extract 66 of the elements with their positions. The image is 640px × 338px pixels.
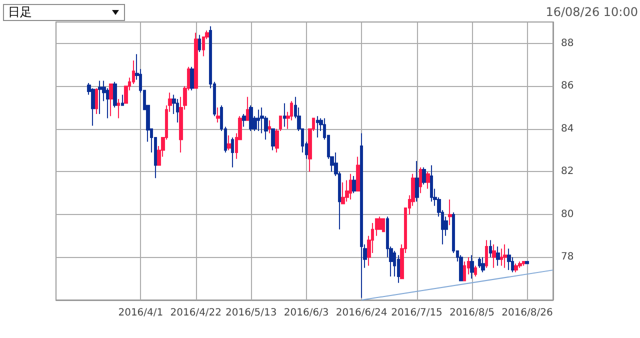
candlestick — [503, 244, 507, 268]
candlestick — [194, 32, 198, 89]
candlestick — [349, 173, 352, 200]
candlestick — [496, 246, 500, 266]
candlestick — [95, 88, 98, 114]
x-tick-label: 2016/8/5 — [450, 308, 494, 318]
x-tick-label: 2016/5/13 — [225, 308, 277, 318]
y-tick-label: 88 — [561, 38, 574, 49]
x-tick-label: 2016/6/3 — [284, 308, 329, 318]
candlestick — [514, 263, 518, 273]
candlestick — [459, 254, 463, 282]
candlestick — [227, 134, 231, 151]
candlestick — [231, 136, 234, 168]
candlestick — [113, 81, 117, 108]
candlestick — [430, 164, 433, 202]
candlestick — [489, 240, 492, 258]
candlestick — [198, 34, 201, 52]
candlestick — [117, 98, 120, 119]
candlestick — [341, 182, 345, 204]
y-tick-label: 78 — [561, 252, 574, 263]
candlestick — [257, 109, 260, 132]
candlestick — [485, 240, 488, 268]
candlestick — [356, 156, 360, 192]
x-tick-label: 2016/8/26 — [502, 308, 553, 318]
candlestick — [507, 248, 511, 271]
text: 16/08/26 10:00 — [546, 5, 638, 19]
y-tick-label: 80 — [561, 208, 574, 220]
candlestick — [283, 102, 286, 128]
candlestick — [176, 98, 179, 124]
candlestick — [246, 96, 249, 121]
candlestick — [415, 160, 419, 202]
y-tick-label: 86 — [561, 80, 574, 92]
candlestick — [525, 261, 529, 264]
candlestick — [474, 265, 477, 277]
candlestick — [397, 254, 400, 284]
candlestick — [382, 218, 385, 232]
candlestick — [249, 104, 253, 132]
candlestick — [216, 107, 220, 124]
x-tick-label: 2016/4/1 — [118, 308, 164, 318]
y-tick-label: 84 — [561, 123, 574, 134]
candlestick — [481, 256, 485, 273]
text: 日足 — [8, 5, 32, 19]
candlestick — [492, 244, 496, 268]
candlestick — [121, 94, 124, 106]
candlestick — [470, 254, 474, 280]
candlestick — [419, 166, 422, 194]
candlestick — [448, 198, 452, 226]
candlestick — [426, 171, 430, 190]
x-tick-label: 2016/7/15 — [391, 308, 442, 318]
candlestick — [352, 175, 356, 194]
candlestick — [98, 80, 102, 114]
x-tick-label: 2016/6/24 — [336, 308, 388, 318]
candlestick — [190, 66, 194, 91]
candlestick — [500, 248, 503, 266]
candlestick — [463, 261, 466, 282]
y-tick-label: 82 — [561, 166, 574, 178]
candlestick — [268, 120, 271, 134]
candlestick — [271, 128, 275, 151]
candlestick — [109, 84, 113, 117]
candlestick — [522, 261, 525, 266]
candlestick — [478, 256, 481, 268]
candlestick — [316, 116, 319, 138]
candlestick — [518, 261, 522, 268]
candlestick — [422, 166, 426, 186]
x-tick-label: 2016/4/22 — [170, 308, 222, 318]
candlestick — [242, 113, 246, 128]
